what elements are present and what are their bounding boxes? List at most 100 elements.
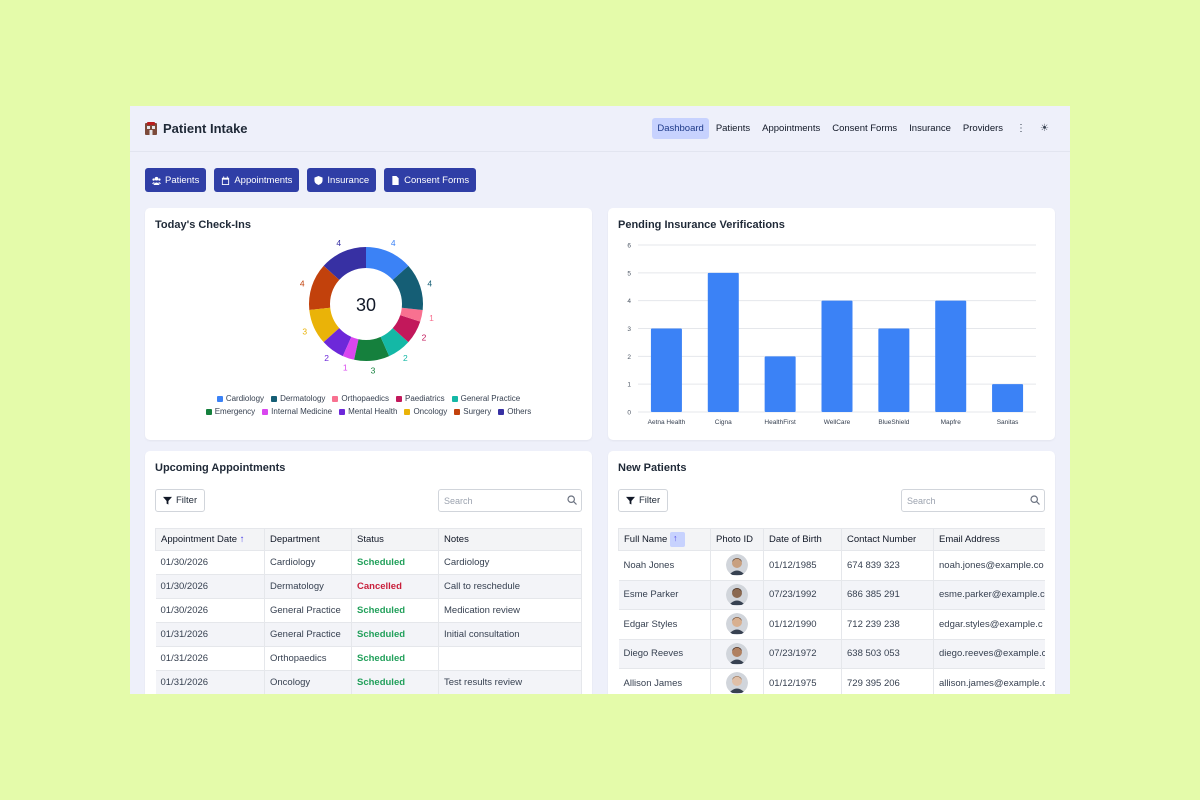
- quick-consent-forms-button[interactable]: Consent Forms: [384, 168, 477, 192]
- col-department[interactable]: Department: [264, 528, 352, 551]
- col-email-address[interactable]: Email Address: [933, 528, 1045, 551]
- col-status[interactable]: Status: [351, 528, 439, 551]
- legend-item[interactable]: Others: [498, 407, 531, 416]
- table-row[interactable]: 01/30/2026 Cardiology Scheduled Cardiology: [155, 550, 582, 575]
- nav-consent-forms[interactable]: Consent Forms: [832, 123, 898, 134]
- legend-swatch: [498, 408, 505, 415]
- cell-full-name: Diego Reeves: [618, 639, 711, 669]
- appointments-table: Appointment Date ↑ Department Status Not…: [155, 528, 582, 694]
- app-window: Patient Intake Dashboard Patients Appoin…: [130, 106, 1070, 694]
- bar-wellcare[interactable]: [821, 300, 853, 412]
- donut-slice-internal-medicine[interactable]: [342, 336, 359, 360]
- legend-label: Emergency: [214, 407, 256, 416]
- legend-item[interactable]: Surgery: [454, 407, 491, 416]
- table-row[interactable]: Edgar Styles 01/12/1990 712 239 238 edgar.s…: [618, 609, 1045, 640]
- sort-toggle[interactable]: ↑: [669, 532, 685, 547]
- donut-slice-dermatology[interactable]: [392, 265, 423, 310]
- legend-item[interactable]: Cardiology: [216, 394, 264, 403]
- x-tick-label: Mapfre: [941, 419, 962, 426]
- donut-slice-others[interactable]: [323, 247, 366, 280]
- bar-cigna[interactable]: [707, 272, 739, 412]
- more-menu-icon[interactable]: ⋮: [1016, 123, 1027, 134]
- legend-item[interactable]: Oncology: [404, 407, 447, 416]
- legend-item[interactable]: Internal Medicine: [262, 407, 332, 416]
- avatar[interactable]: [726, 613, 748, 636]
- bar-mapfre[interactable]: [935, 300, 967, 412]
- col-appointment-date[interactable]: Appointment Date ↑: [155, 528, 265, 551]
- donut-slice-oncology[interactable]: [309, 307, 340, 343]
- avatar[interactable]: [726, 642, 748, 665]
- avatar[interactable]: [726, 672, 748, 694]
- donut-slice-emergency[interactable]: [354, 336, 390, 361]
- bar-blueshield[interactable]: [878, 328, 910, 413]
- col-full-name[interactable]: Full Name ↑: [618, 528, 711, 551]
- legend-row: Cardiology Dermatology Orthopaedics Paediat…: [145, 394, 592, 403]
- cell-date-of-birth: 07/23/1992: [763, 580, 842, 610]
- cell-email-address: diego.reeves@example.c: [933, 639, 1045, 669]
- cell-email-address: allison.james@example.c: [933, 668, 1045, 694]
- cell-department: General Practice: [264, 622, 352, 647]
- donut-slice-paediatrics[interactable]: [392, 315, 421, 343]
- nav-patients[interactable]: Patients: [715, 123, 751, 134]
- donut-slice-mental-health[interactable]: [323, 328, 352, 357]
- table-row[interactable]: 01/30/2026 General Practice Scheduled Medic…: [155, 598, 582, 623]
- cell-notes: Cardiology: [438, 550, 582, 575]
- appointments-search-input[interactable]: Search: [438, 489, 582, 512]
- new-patients-search-input[interactable]: Search: [901, 489, 1045, 512]
- app-title: Patient Intake: [163, 121, 248, 136]
- theme-toggle-sun-icon[interactable]: ☀: [1040, 123, 1049, 134]
- avatar[interactable]: [726, 554, 748, 577]
- donut-slice-cardiology[interactable]: [366, 247, 409, 280]
- nav-dashboard[interactable]: Dashboard: [652, 118, 709, 139]
- donut-value-label: 2: [324, 353, 329, 363]
- sort-up-icon[interactable]: ↑: [239, 534, 245, 545]
- nav-providers[interactable]: Providers: [962, 123, 1004, 134]
- legend-item[interactable]: Dermatology: [271, 394, 325, 403]
- table-row[interactable]: Allison James 01/12/1975 729 395 206 alliso…: [618, 668, 1045, 694]
- app-brand[interactable]: Patient Intake: [145, 121, 248, 136]
- quick-appointments-button[interactable]: Appointments: [214, 168, 300, 192]
- table-row[interactable]: 01/31/2026 Orthopaedics Scheduled: [155, 646, 582, 671]
- table-row[interactable]: Noah Jones 01/12/1985 674 839 323 noah.jone…: [618, 550, 1045, 581]
- col-photo-id[interactable]: Photo ID: [710, 528, 764, 551]
- table-row[interactable]: 01/31/2026 General Practice Scheduled Initi…: [155, 622, 582, 647]
- appointments-filter-button[interactable]: Filter: [155, 489, 206, 512]
- quick-insurance-button[interactable]: Insurance: [307, 168, 377, 192]
- legend-item[interactable]: Paediatrics: [396, 394, 445, 403]
- legend-item[interactable]: Mental Health: [339, 407, 397, 416]
- donut-value-label: 4: [427, 278, 432, 288]
- donut-slice-orthopaedics[interactable]: [400, 307, 423, 322]
- legend-swatch: [451, 395, 458, 402]
- donut-value-label: 2: [422, 333, 427, 343]
- donut-slice-general-practice[interactable]: [380, 328, 409, 357]
- table-row[interactable]: 01/30/2026 Dermatology Cancelled Call to re…: [155, 574, 582, 599]
- table-row[interactable]: Esme Parker 07/23/1992 686 385 291 esme.par…: [618, 580, 1045, 610]
- donut-total: 30: [356, 295, 376, 315]
- legend-item[interactable]: Emergency: [205, 407, 256, 416]
- appointments-toolbar: Filter Search: [155, 489, 582, 513]
- cell-contact-number: 686 385 291: [841, 580, 934, 610]
- new-patients-filter-button[interactable]: Filter: [618, 489, 669, 512]
- nav-appointments[interactable]: Appointments: [762, 123, 821, 134]
- appointments-title: Upcoming Appointments: [155, 462, 286, 474]
- nav-insurance[interactable]: Insurance: [909, 123, 951, 134]
- quick-appointments-label: Appointments: [234, 174, 293, 186]
- bar-healthfirst[interactable]: [764, 356, 796, 412]
- legend-item[interactable]: General Practice: [451, 394, 520, 403]
- status-badge: Scheduled: [351, 598, 439, 623]
- col-contact-number[interactable]: Contact Number: [841, 528, 934, 551]
- table-row[interactable]: 01/31/2026 Oncology Scheduled Test results …: [155, 670, 582, 694]
- col-notes[interactable]: Notes: [438, 528, 582, 551]
- table-row[interactable]: Diego Reeves 07/23/1972 638 503 053 diego.r…: [618, 639, 1045, 669]
- col-date-of-birth[interactable]: Date of Birth: [763, 528, 842, 551]
- bar-aetna-health[interactable]: [650, 328, 682, 413]
- cell-notes: Test results review: [438, 670, 582, 694]
- donut-slice-surgery[interactable]: [309, 265, 340, 310]
- legend-item[interactable]: Orthopaedics: [332, 394, 389, 403]
- bar-sanitas[interactable]: [992, 384, 1024, 412]
- avatar[interactable]: [726, 583, 748, 606]
- cell-email-address: edgar.styles@example.c: [933, 609, 1045, 640]
- cell-contact-number: 638 503 053: [841, 639, 934, 669]
- quick-patients-button[interactable]: Patients: [145, 168, 207, 192]
